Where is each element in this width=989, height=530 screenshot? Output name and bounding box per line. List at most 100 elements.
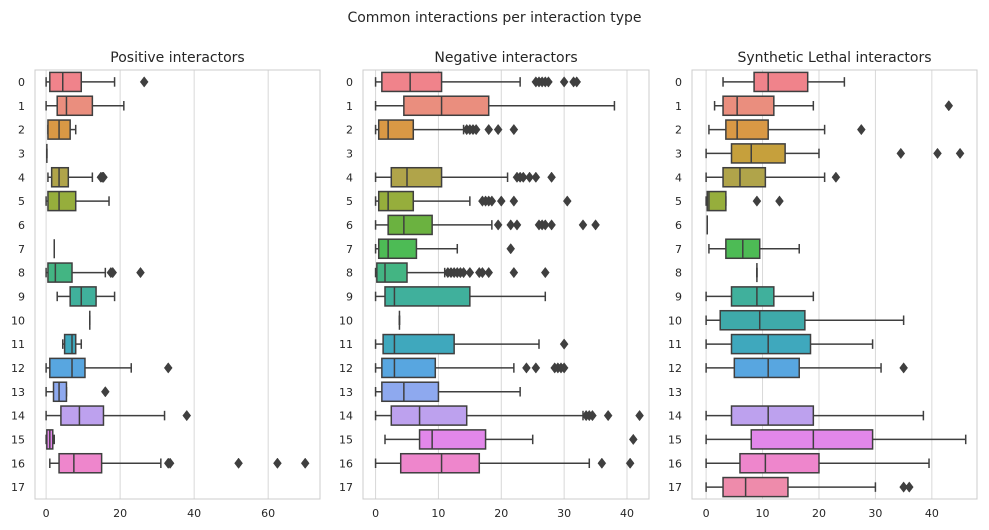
- flier-point: [899, 362, 908, 374]
- panel-positive: Positive interactors 0123456789101112131…: [11, 50, 321, 520]
- flier-point: [896, 147, 906, 160]
- box-11: [705, 333, 874, 355]
- panel-title-negative: Negative interactors: [434, 50, 577, 66]
- flier-point: [99, 171, 108, 183]
- flier-point: [108, 266, 118, 279]
- box-8: [45, 262, 145, 283]
- x-tick-label: 30: [868, 507, 882, 520]
- flier-point: [559, 362, 569, 374]
- box-iqr: [722, 166, 767, 188]
- box-3: [705, 143, 965, 164]
- flier-point: [493, 219, 503, 231]
- box-0: [722, 71, 846, 93]
- y-tick-label: 17: [668, 481, 682, 494]
- box-iqr: [49, 71, 83, 93]
- box-iqr: [381, 381, 440, 403]
- flier-point: [933, 147, 942, 160]
- box-5: [45, 190, 110, 212]
- box-15: [384, 429, 638, 450]
- box-2: [47, 119, 77, 140]
- box-iqr: [418, 429, 487, 450]
- y-tick-label: 13: [339, 386, 353, 399]
- box-14: [705, 405, 925, 426]
- box-iqr: [52, 381, 68, 403]
- flier-point: [531, 362, 541, 374]
- axes-frame: [34, 69, 321, 500]
- y-tick-label: 13: [11, 386, 25, 399]
- y-tick-label: 5: [18, 195, 25, 208]
- flier-point: [273, 457, 282, 469]
- y-tick-label: 16: [339, 457, 353, 470]
- y-tick-label: 1: [18, 100, 25, 113]
- y-tick-label: 11: [11, 338, 25, 351]
- box-4: [374, 166, 556, 188]
- y-tick-label: 10: [11, 314, 25, 327]
- box-iqr: [730, 333, 812, 355]
- flier-point: [234, 457, 243, 469]
- y-tick-label: 12: [11, 362, 25, 375]
- y-tick-label: 6: [675, 219, 682, 232]
- y-tick-label: 3: [346, 147, 353, 160]
- box-iqr: [730, 405, 815, 426]
- flier-point: [562, 195, 572, 207]
- flier-point: [955, 147, 965, 160]
- flier-point: [522, 362, 531, 374]
- box-iqr: [390, 405, 468, 426]
- axes-frame: [362, 69, 650, 500]
- y-tick-label: 14: [668, 410, 682, 423]
- flier-point: [588, 409, 597, 422]
- y-tick-label: 5: [675, 195, 682, 208]
- y-tick-label: 6: [18, 219, 25, 232]
- flier-point: [572, 76, 582, 88]
- x-tick-label: 10: [431, 507, 445, 520]
- y-tick-label: 0: [346, 76, 353, 89]
- x-tick-label: 40: [187, 507, 201, 520]
- y-tick-label: 9: [675, 290, 682, 303]
- flier-point: [628, 433, 638, 446]
- flier-point: [559, 76, 569, 88]
- flier-point: [139, 76, 149, 88]
- box-iqr: [719, 309, 806, 331]
- box-2: [374, 119, 519, 140]
- figure-suptitle: Common interactions per interaction type: [347, 10, 641, 26]
- flier-point: [165, 457, 175, 469]
- y-tick-label: 10: [339, 314, 353, 327]
- flier-point: [518, 171, 528, 183]
- box-iqr: [58, 452, 103, 474]
- flier-point: [487, 195, 497, 207]
- y-tick-label: 1: [346, 100, 353, 113]
- flier-point: [509, 266, 519, 279]
- box-iqr: [725, 119, 769, 140]
- flier-point: [597, 457, 607, 469]
- flier-point: [559, 338, 569, 350]
- box-1: [713, 95, 954, 117]
- x-tick-label: 30: [557, 507, 571, 520]
- flier-point: [484, 266, 494, 279]
- box-4: [705, 166, 841, 188]
- y-tick-label: 8: [346, 267, 353, 280]
- y-tick-label: 0: [18, 76, 25, 89]
- box-13: [374, 381, 521, 403]
- flier-point: [471, 123, 481, 136]
- flier-point: [531, 171, 541, 183]
- box-iqr: [56, 95, 94, 117]
- y-tick-label: 10: [668, 314, 682, 327]
- flier-point: [484, 123, 494, 136]
- x-tick-label: 40: [925, 507, 939, 520]
- flier-point: [300, 457, 310, 469]
- x-tick-label: 10: [756, 507, 770, 520]
- y-tick-label: 1: [675, 100, 682, 113]
- y-tick-label: 0: [675, 76, 682, 89]
- y-tick-label: 17: [11, 481, 25, 494]
- box-iqr: [390, 166, 443, 188]
- flier-point: [540, 266, 550, 279]
- box-iqr: [403, 95, 490, 117]
- axes-frame: [691, 69, 978, 500]
- x-tick-label: 20: [113, 507, 127, 520]
- flier-point: [478, 266, 487, 279]
- x-tick-label: 20: [812, 507, 826, 520]
- flier-point: [831, 171, 841, 183]
- flier-point: [493, 123, 503, 136]
- box-14: [45, 405, 192, 426]
